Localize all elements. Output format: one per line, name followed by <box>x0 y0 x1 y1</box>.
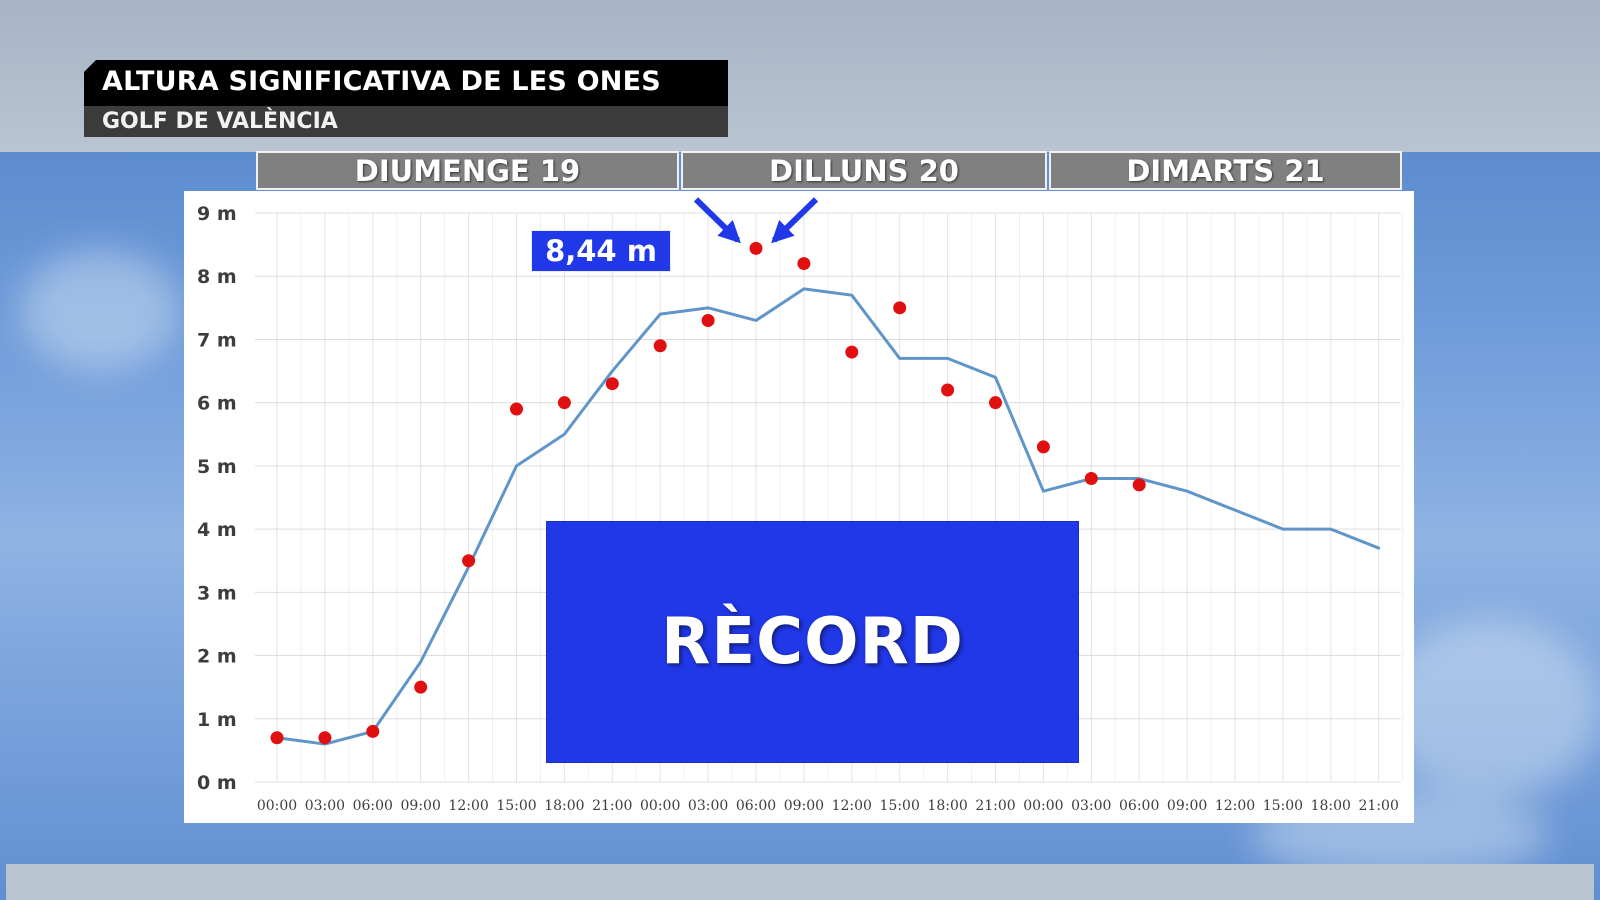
x-tick-label: 00:00 <box>1023 798 1063 814</box>
record-text: RÈCORD <box>661 605 964 679</box>
day-label: DILLUNS 20 <box>769 153 959 188</box>
observed-point <box>605 377 619 391</box>
y-tick-label: 0 m <box>197 772 237 794</box>
observed-point <box>893 301 907 315</box>
chart-title: ALTURA SIGNIFICATIVA DE LES ONES <box>102 66 661 97</box>
x-tick-label: 12:00 <box>832 798 872 814</box>
x-tick-label: 12:00 <box>1215 798 1255 814</box>
x-tick-label: 18:00 <box>1311 798 1351 814</box>
x-tick-label: 09:00 <box>784 798 824 814</box>
peak-arrow-left-head <box>717 219 741 244</box>
x-tick-label: 15:00 <box>1263 798 1303 814</box>
cloud-decoration <box>20 250 180 370</box>
x-tick-label: 00:00 <box>257 798 297 814</box>
observed-point <box>989 396 1002 410</box>
x-tick-label: 18:00 <box>544 798 584 814</box>
day-header-tuesday: DIMARTS 21 <box>1049 151 1402 190</box>
x-tick-label: 15:00 <box>880 798 920 814</box>
observed-point <box>797 257 811 271</box>
observed-point <box>653 339 667 353</box>
observed-point <box>270 731 284 745</box>
y-tick-label: 9 m <box>197 203 237 225</box>
x-tick-label: 18:00 <box>927 798 967 814</box>
observed-point <box>557 396 571 410</box>
y-tick-label: 7 m <box>197 329 237 351</box>
observed-point <box>462 554 476 568</box>
chart-subtitle: GOLF DE VALÈNCIA <box>102 109 338 134</box>
subtitle-banner: GOLF DE VALÈNCIA <box>84 106 728 137</box>
x-tick-label: 21:00 <box>592 798 632 814</box>
observed-point <box>510 402 523 416</box>
peak-value-label: 8,44 m <box>531 230 671 272</box>
x-tick-label: 03:00 <box>305 798 345 814</box>
forecast-line <box>275 287 1381 746</box>
observed-point <box>701 313 715 327</box>
peak-arrow-right-head <box>771 219 795 244</box>
observed-point <box>845 345 859 359</box>
y-tick-label: 2 m <box>197 646 237 668</box>
x-tick-label: 03:00 <box>688 798 728 814</box>
x-tick-label: 06:00 <box>736 798 776 814</box>
title-banner: ALTURA SIGNIFICATIVA DE LES ONES <box>84 60 728 106</box>
observed-point <box>941 383 955 397</box>
bottom-ticker-bar <box>6 864 1594 900</box>
observed-point <box>749 241 763 255</box>
day-header-sunday: DIUMENGE 19 <box>256 151 679 190</box>
x-tick-label: 15:00 <box>496 798 536 814</box>
observed-point <box>414 680 428 694</box>
observed-point <box>1084 472 1098 486</box>
cloud-decoration <box>1380 620 1600 800</box>
observed-point <box>318 731 332 745</box>
observed-point <box>1036 440 1050 454</box>
y-tick-label: 5 m <box>197 456 237 478</box>
record-box: RÈCORD <box>546 521 1079 763</box>
x-tick-label: 03:00 <box>1071 798 1111 814</box>
x-tick-label: 21:00 <box>975 798 1015 814</box>
x-tick-label: 00:00 <box>640 798 680 814</box>
observed-point <box>366 724 380 738</box>
x-tick-label: 06:00 <box>353 798 393 814</box>
x-tick-label: 06:00 <box>1119 798 1159 814</box>
y-tick-label: 3 m <box>197 582 237 604</box>
y-tick-label: 4 m <box>197 519 237 541</box>
x-tick-label: 09:00 <box>401 798 441 814</box>
day-header-monday: DILLUNS 20 <box>681 151 1047 190</box>
y-tick-label: 8 m <box>197 266 237 288</box>
observed-point <box>1132 478 1146 492</box>
x-tick-label: 12:00 <box>448 798 488 814</box>
day-label: DIUMENGE 19 <box>354 153 581 188</box>
peak-value-text: 8,44 m <box>545 234 657 268</box>
x-tick-label: 21:00 <box>1359 798 1399 814</box>
y-tick-label: 6 m <box>197 393 237 415</box>
x-tick-label: 09:00 <box>1167 798 1207 814</box>
y-tick-label: 1 m <box>197 709 237 731</box>
day-label: DIMARTS 21 <box>1126 153 1325 188</box>
